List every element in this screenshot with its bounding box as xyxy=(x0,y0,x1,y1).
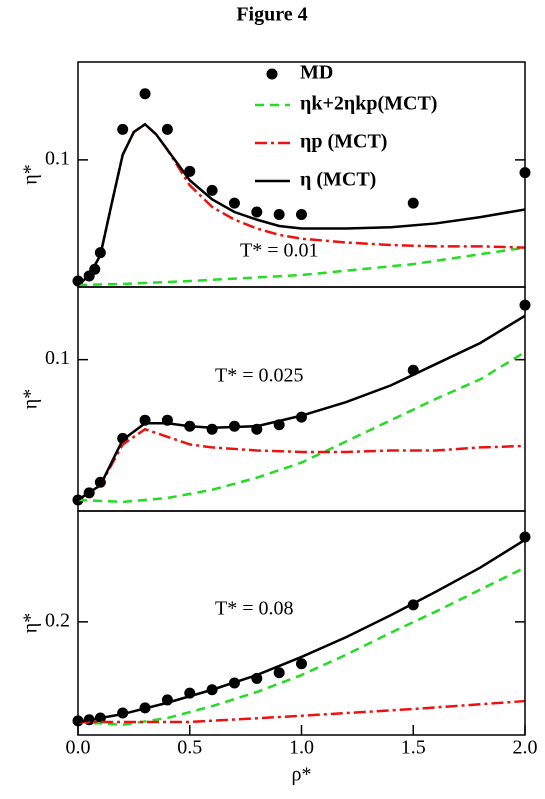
annotation: T* = 0.025 xyxy=(215,365,304,387)
md-point xyxy=(117,123,129,135)
x-tick-label: 1.0 xyxy=(289,737,314,759)
md-point xyxy=(296,209,307,221)
curve xyxy=(77,538,526,724)
legend-label: ηp (MCT) xyxy=(300,131,387,153)
legend-marker xyxy=(266,68,278,80)
legend-label: ηk+2ηkp(MCT) xyxy=(300,93,437,115)
annotation: T* = 0.01 xyxy=(240,240,319,262)
x-axis-label: ρ* xyxy=(292,764,312,786)
curve xyxy=(77,246,526,287)
md-point xyxy=(184,165,196,177)
legend-label: MD xyxy=(300,62,333,84)
curve xyxy=(77,122,526,286)
plot-frame xyxy=(77,510,526,736)
y-tick-label: 0.1 xyxy=(45,147,70,169)
plot-frame xyxy=(77,286,526,512)
annotation: T* = 0.08 xyxy=(215,598,294,620)
curve xyxy=(77,351,526,504)
y-tick-label: 0.2 xyxy=(45,609,70,631)
y-tick-label: 0.1 xyxy=(45,347,70,369)
curve xyxy=(77,427,526,501)
figure-title: Figure 4 xyxy=(236,4,307,26)
md-point xyxy=(273,209,285,221)
md-point xyxy=(206,423,218,435)
md-point xyxy=(296,658,307,670)
y-axis-label: η* xyxy=(20,389,42,409)
x-tick-label: 1.5 xyxy=(401,737,426,759)
md-point xyxy=(161,123,173,135)
legend-label: η (MCT) xyxy=(300,169,376,191)
x-tick-label: 2.0 xyxy=(513,737,538,759)
y-axis-label: η* xyxy=(20,164,42,184)
md-point xyxy=(251,206,263,218)
md-point xyxy=(228,197,240,209)
curve xyxy=(78,699,526,724)
curve xyxy=(77,314,526,501)
md-point xyxy=(206,184,218,196)
md-point xyxy=(407,197,419,209)
md-point xyxy=(139,88,151,100)
curve xyxy=(77,566,526,727)
md-point xyxy=(273,667,285,679)
y-axis-label: η* xyxy=(20,613,42,633)
x-tick-label: 0.0 xyxy=(66,737,91,759)
x-tick-label: 0.5 xyxy=(177,737,202,759)
